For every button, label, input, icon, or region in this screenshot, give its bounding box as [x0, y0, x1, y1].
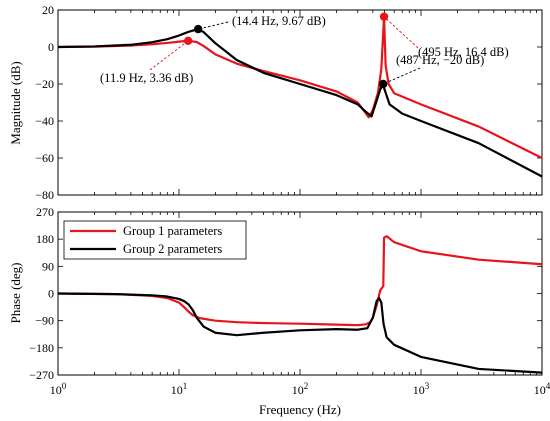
magnitude-plot-frame: [57, 9, 543, 196]
x-tick-label: 104: [534, 381, 550, 397]
x-tick-labels: 100 101 102 103 104: [50, 381, 550, 397]
phase-series-lines: [57, 235, 543, 374]
phase-y-tick-label: −270: [29, 368, 54, 382]
phase-panel: 270 180 90 0 −90 −180 −270 Phase (deg) Group 1…: [8, 205, 543, 382]
x-tick-label: 103: [413, 381, 430, 397]
annotation-leader: [198, 21, 229, 30]
phase-y-tick-label: 180: [36, 232, 54, 246]
magnitude-y-tick-label: 0: [48, 40, 54, 54]
phase-y-tick-label: −90: [35, 314, 54, 328]
phase-ticks: [57, 211, 542, 376]
legend-box: [63, 220, 247, 260]
phase-y-axis-label: Phase (deg): [8, 262, 23, 323]
annotation-marker: [193, 24, 203, 34]
magnitude-y-tick-label: −20: [35, 77, 54, 91]
annotation-marker: [379, 12, 389, 21]
x-axis-label: Frequency (Hz): [259, 402, 341, 417]
magnitude-annotations: (14.4 Hz, 9.67 dB) (11.9 Hz, 3.36 dB) (495…: [100, 12, 509, 89]
annotation-leader: [383, 67, 421, 85]
annotation-marker: [183, 36, 193, 45]
legend: Group 1 parameters Group 2 parameters: [63, 220, 247, 260]
magnitude-ticks: [57, 9, 542, 196]
annotation-marker: [378, 79, 388, 89]
magnitude-y-tick-label: 20: [42, 3, 54, 17]
magnitude-y-axis-label: Magnitude (dB): [8, 61, 23, 144]
annotation-label: (495 Hz, 16.4 dB): [418, 45, 509, 59]
magnitude-series-line-1: [57, 15, 543, 159]
magnitude-panel: 20 0 −20 −40 −60 −80 (14.4 Hz, 9.67 dB) (11.9 …: [8, 3, 543, 202]
phase-series-line-2: [57, 292, 543, 374]
annotation-leader: [383, 16, 419, 49]
magnitude-y-tick-label: −80: [35, 188, 54, 202]
magnitude-y-tick-label: −40: [35, 114, 54, 128]
legend-label-group-2: Group 2 parameters: [123, 242, 222, 256]
annotation-leader: [149, 40, 189, 71]
magnitude-y-tick-labels: 20 0 −20 −40 −60 −80: [35, 3, 54, 202]
annotation-label: (11.9 Hz, 3.36 dB): [100, 71, 193, 85]
phase-y-tick-label: 90: [42, 259, 54, 273]
phase-y-tick-label: 0: [48, 287, 54, 301]
phase-y-tick-labels: 270 180 90 0 −90 −180 −270: [29, 205, 54, 382]
annotation-label: (14.4 Hz, 9.67 dB): [232, 14, 326, 28]
magnitude-series-lines: [57, 15, 543, 178]
phase-y-tick-label: 270: [36, 205, 54, 219]
x-tick-label: 101: [171, 381, 188, 397]
magnitude-y-tick-label: −60: [35, 151, 54, 165]
magnitude-series-line-2: [57, 28, 543, 178]
annotation-label: (487 Hz, −20 dB): [396, 53, 484, 67]
legend-label-group-1: Group 1 parameters: [123, 224, 222, 238]
x-tick-label: 102: [292, 381, 309, 397]
phase-y-tick-label: −180: [29, 341, 54, 355]
phase-series-line-1: [57, 235, 543, 327]
x-tick-label: 100: [50, 381, 67, 397]
